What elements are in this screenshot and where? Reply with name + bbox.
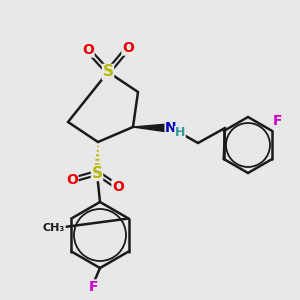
Text: S: S bbox=[103, 64, 113, 80]
Text: O: O bbox=[66, 173, 78, 187]
Text: O: O bbox=[82, 43, 94, 57]
Text: N: N bbox=[165, 121, 177, 135]
Text: O: O bbox=[112, 180, 124, 194]
Text: CH₃: CH₃ bbox=[43, 223, 65, 233]
Text: H: H bbox=[175, 127, 185, 140]
Text: O: O bbox=[122, 41, 134, 55]
Polygon shape bbox=[133, 124, 168, 132]
Text: F: F bbox=[89, 280, 99, 294]
Text: S: S bbox=[92, 166, 103, 181]
Text: F: F bbox=[272, 114, 282, 128]
